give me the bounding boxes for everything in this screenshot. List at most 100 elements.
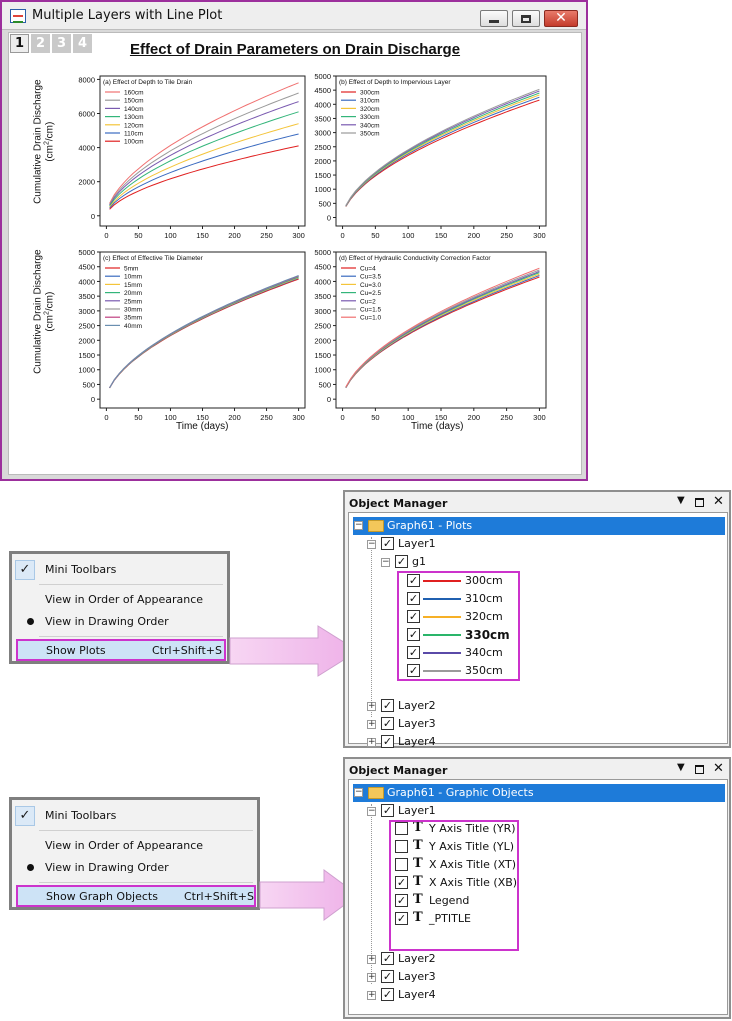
menu-item-view-drawing-order[interactable]: View in Drawing Order [12, 857, 257, 879]
x-tick-label: 50 [134, 413, 142, 422]
text-object-icon: T [413, 838, 423, 853]
om-title: Object Manager [349, 497, 448, 510]
expand-icon[interactable]: + [367, 737, 376, 747]
layer-tab-4[interactable]: 4 [73, 34, 92, 53]
plot-checkbox[interactable]: ✓ [407, 664, 420, 677]
close-icon[interactable]: ✕ [713, 494, 724, 509]
window-title-bar[interactable]: Multiple Layers with Line Plot ✕ [2, 2, 586, 30]
plot-checkbox[interactable]: ✓ [407, 574, 420, 587]
menu-item-show-plots[interactable]: Show Plots Ctrl+Shift+S [16, 639, 226, 661]
menu-item-show-graph-objects[interactable]: Show Graph Objects Ctrl+Shift+S [16, 885, 256, 907]
x-axis-title-left[interactable]: Time (days) [176, 421, 229, 432]
legend-label: Cu=2.5 [360, 290, 382, 297]
expand-icon[interactable]: + [367, 972, 376, 982]
y-tick-label: 500 [318, 199, 331, 208]
close-button[interactable]: ✕ [544, 10, 578, 27]
x-tick-label: 0 [340, 231, 344, 240]
y-tick-label: 4000 [314, 100, 331, 109]
object-checkbox[interactable] [395, 858, 408, 871]
dropdown-arrow-icon[interactable]: ▼ [677, 495, 685, 506]
collapse-icon[interactable]: − [367, 806, 376, 816]
plot-checkbox[interactable]: ✓ [407, 592, 420, 605]
menu-item-view-drawing-order[interactable]: View in Drawing Order [12, 611, 227, 633]
tree-root-graph61-objects[interactable]: − Graph61 - Graphic Objects [349, 784, 725, 802]
layer-checkbox[interactable]: ✓ [381, 970, 394, 983]
plot-checkbox[interactable]: ✓ [407, 610, 420, 623]
x-tick-label: 300 [292, 413, 305, 422]
menu-item-view-order-appearance[interactable]: View in Order of Appearance [12, 589, 227, 611]
x-axis-title-right[interactable]: Time (days) [411, 421, 464, 432]
plot-c-tile-diameter[interactable]: 0500100015002000250030003500400045005000… [60, 248, 310, 422]
x-tick-label: 250 [500, 231, 513, 240]
legend-label: 35mm [124, 315, 142, 322]
group-checkbox[interactable]: ✓ [395, 555, 408, 568]
maximize-pane-icon[interactable] [695, 498, 704, 507]
series-line [109, 123, 299, 208]
y-axis-title-bottom[interactable]: Cumulative Drain Discharge (cm2/cm) [32, 242, 55, 382]
plot-b-depth-to-impervious[interactable]: 0500100015002000250030003500400045005000… [300, 72, 552, 240]
maximize-button[interactable] [512, 10, 540, 27]
object-checkbox[interactable] [395, 822, 408, 835]
minimize-button[interactable] [480, 10, 508, 27]
legend-label: 110cm [124, 131, 143, 138]
y-tick-label: 3000 [78, 307, 95, 316]
menu-label: View in Order of Appearance [45, 593, 204, 606]
tree-root-graph61-plots[interactable]: − Graph61 - Plots [349, 517, 725, 535]
object-label: Legend [429, 894, 470, 907]
y-tick-label: 8000 [78, 75, 95, 84]
series-line [109, 275, 299, 388]
layer-tab-2[interactable]: 2 [31, 34, 50, 53]
collapse-icon[interactable]: − [354, 520, 363, 530]
layer-tab-3[interactable]: 3 [52, 34, 71, 53]
layer-checkbox[interactable]: ✓ [381, 952, 394, 965]
expand-icon[interactable]: + [367, 719, 376, 729]
legend-label: 130cm [124, 114, 144, 121]
layer-checkbox[interactable]: ✓ [381, 537, 394, 550]
object-checkbox[interactable]: ✓ [395, 876, 408, 889]
plot-d-hydraulic-conductivity[interactable]: 0500100015002000250030003500400045005000… [300, 248, 552, 422]
collapse-icon[interactable]: − [367, 539, 376, 549]
series-line [109, 101, 299, 206]
object-checkbox[interactable]: ✓ [395, 894, 408, 907]
y-tick-label: 5000 [314, 248, 331, 257]
expand-icon[interactable]: + [367, 954, 376, 964]
dropdown-arrow-icon[interactable]: ▼ [677, 762, 685, 773]
close-icon[interactable]: ✕ [713, 761, 724, 776]
collapse-icon[interactable]: − [381, 557, 390, 567]
plot-frame [99, 75, 306, 227]
plot-frame [99, 251, 306, 409]
object-checkbox[interactable] [395, 840, 408, 853]
x-tick-label: 50 [134, 231, 142, 240]
layer-checkbox[interactable]: ✓ [381, 717, 394, 730]
legend-label: 15mm [124, 282, 142, 289]
expand-icon[interactable]: + [367, 701, 376, 711]
om-tree[interactable]: − Graph61 - Plots − ✓ Layer1 − ✓ g1 ✓ 300… [348, 512, 728, 748]
window-title: Multiple Layers with Line Plot [32, 8, 223, 23]
layer-checkbox[interactable]: ✓ [381, 699, 394, 712]
menu-item-view-order-appearance[interactable]: View in Order of Appearance [12, 835, 257, 857]
maximize-pane-icon[interactable] [695, 765, 704, 774]
series-line [109, 82, 299, 204]
layer-tab-1[interactable]: 1 [10, 34, 29, 53]
expand-icon[interactable]: + [367, 990, 376, 1000]
menu-item-mini-toolbars[interactable]: ✓ Mini Toolbars [12, 559, 227, 581]
plot-checkbox[interactable]: ✓ [407, 646, 420, 659]
plot-checkbox[interactable]: ✓ [407, 628, 420, 641]
text-object-icon: T [413, 856, 423, 871]
pointer-arrow-2 [259, 869, 359, 921]
y-axis-title-top[interactable]: Cumulative Drain Discharge (cm2/cm) [32, 72, 55, 212]
menu-item-mini-toolbars[interactable]: ✓ Mini Toolbars [12, 805, 257, 827]
legend-label: 10mm [124, 274, 142, 281]
y-unit-sup: 2 [43, 141, 51, 146]
collapse-icon[interactable]: − [354, 787, 363, 797]
graph-window-icon[interactable] [10, 9, 26, 23]
graph-title[interactable]: Effect of Drain Parameters on Drain Disc… [129, 41, 461, 58]
text-object-icon: T [413, 874, 423, 889]
plot-a-depth-to-tile-drain[interactable]: 0 2000 4000 6000 8000 0 50 100 150 200 250 300 (a) E… [60, 74, 310, 240]
legend-label: 120cm [124, 122, 144, 129]
om-tree[interactable]: − Graph61 - Graphic Objects − ✓ Layer1 T… [348, 779, 728, 1015]
layer-checkbox[interactable]: ✓ [381, 735, 394, 748]
layer-checkbox[interactable]: ✓ [381, 804, 394, 817]
object-checkbox[interactable]: ✓ [395, 912, 408, 925]
layer-checkbox[interactable]: ✓ [381, 988, 394, 1001]
